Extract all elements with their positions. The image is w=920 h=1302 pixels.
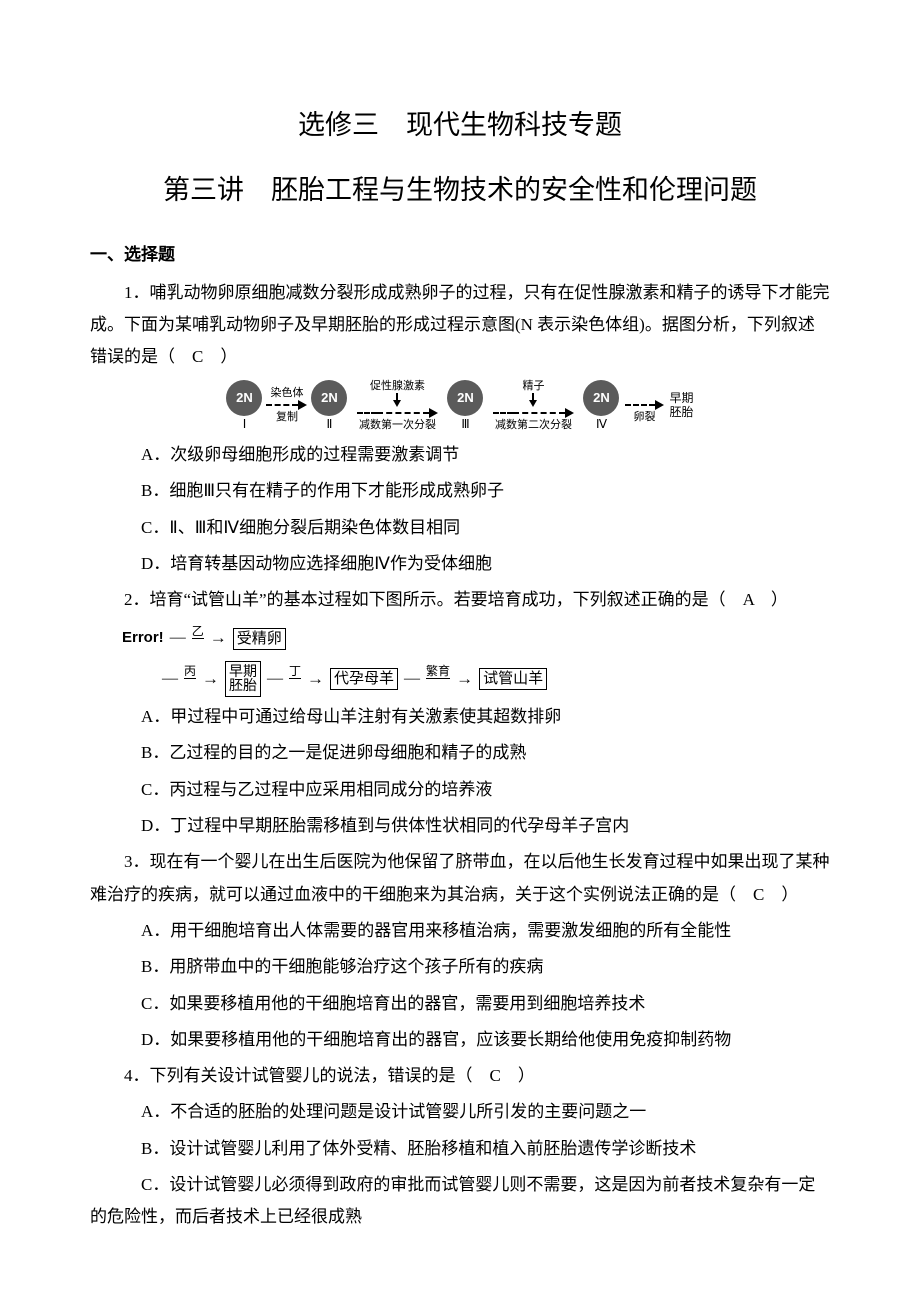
q2-opt-d: D．丁过程中早期胚胎需移植到与供体性状相同的代孕母羊子宫内 (90, 810, 830, 842)
page-root: 选修三 现代生物科技专题 第三讲 胚胎工程与生物技术的安全性和伦理问题 一、选择… (0, 0, 920, 1298)
arrow1-bot: 复制 (276, 411, 298, 423)
arrow-icon (298, 400, 307, 410)
arrow-icon (655, 400, 664, 410)
arrow-text: → (456, 663, 473, 695)
title-main: 选修三 现代生物科技专题 (90, 100, 830, 151)
arrow2-bot: 减数第一次分裂 (359, 419, 436, 431)
dash-sep: — (170, 623, 186, 653)
title-sub: 第三讲 胚胎工程与生物技术的安全性和伦理问题 (90, 165, 830, 216)
q1-stem: 1．哺乳动物卵原细胞减数分裂形成成熟卵子的过程，只有在促性腺激素和精子的诱导下才… (90, 277, 830, 374)
cell-icon: 2N (226, 380, 262, 416)
q1-opt-d: D．培育转基因动物应选择细胞Ⅳ作为受体细胞 (90, 548, 830, 580)
q3-stem: 3．现在有一个婴儿在出生后医院为他保留了脐带血，在以后他生长发育过程中如果出现了… (90, 846, 830, 911)
dash-sep: — (162, 664, 178, 694)
roman-2: Ⅱ (327, 418, 333, 431)
q2-opt-c: C．丙过程与乙过程中应采用相同成分的培养液 (90, 774, 830, 806)
right-top: 早期 (669, 391, 693, 405)
q4-opt-b: B．设计试管婴儿利用了体外受精、胚胎移植和植入前胚胎遗传学诊断技术 (90, 1133, 830, 1165)
q2-stem: 2．培育“试管山羊”的基本过程如下图所示。若要培育成功，下列叙述正确的是（ A … (90, 584, 830, 616)
q2-opt-a: A．甲过程中可通过给母山羊注射有关激素使其超数排卵 (90, 701, 830, 733)
q4-opt-a: A．不合适的胚胎的处理问题是设计试管婴儿所引发的主要问题之一 (90, 1096, 830, 1128)
q4-opt-c: C．设计试管婴儿必须得到政府的审批而试管婴儿则不需要，这是因为前者技术复杂有一定… (90, 1169, 830, 1234)
down-arrow-icon (529, 400, 537, 407)
arrow2-inject-label: 促性腺激素 (370, 380, 425, 392)
arrow-icon (565, 408, 574, 418)
roman-1: Ⅰ (243, 418, 247, 431)
q1-diagram: 2N Ⅰ 染色体 复制 2N Ⅱ 促性腺激素 (90, 380, 830, 431)
roman-4: Ⅳ (596, 418, 607, 431)
box-surrogate: 代孕母羊 (330, 668, 398, 690)
q2-flow-row1: Error! — 乙 → 受精卵 (122, 622, 830, 654)
down-arrow-icon (393, 400, 401, 407)
dash-sep: — (267, 664, 283, 694)
cell-icon: 2N (583, 380, 619, 416)
q3-opt-c: C．如果要移植用他的干细胞培育出的器官，需要用到细胞培养技术 (90, 988, 830, 1020)
step-d-frac: 丁 (289, 665, 301, 692)
q3-opt-d: D．如果要移植用他的干细胞培育出的器官，应该要长期给他使用免疫抑制药物 (90, 1024, 830, 1056)
arrow1-top: 染色体 (270, 387, 303, 399)
box-early-embryo: 早期 胚胎 (225, 661, 261, 697)
q2-flow-row2: — 丙 → 早期 胚胎 — 丁 → 代孕母羊 — 繁育 → 试管山羊 (162, 661, 830, 697)
q1-opt-a: A．次级卵母细胞形成的过程需要激素调节 (90, 439, 830, 471)
q3-opt-a: A．用干细胞培育出人体需要的器官用来移植治病，需要激发细胞的所有全能性 (90, 915, 830, 947)
roman-3: Ⅲ (461, 418, 469, 431)
cell-icon: 2N (447, 380, 483, 416)
arrow-text: → (210, 622, 227, 654)
section-heading: 一、选择题 (90, 239, 830, 271)
final-bot: 卵裂 (633, 411, 655, 423)
q3-opt-b: B．用脐带血中的干细胞能够治疗这个孩子所有的疾病 (90, 951, 830, 983)
arrow-icon (429, 408, 438, 418)
q2-opt-b: B．乙过程的目的之一是促进卵母细胞和精子的成熟 (90, 737, 830, 769)
q4-stem: 4．下列有关设计试管婴儿的说法，错误的是（ C ） (90, 1060, 830, 1092)
q1-opt-b: B．细胞Ⅲ只有在精子的作用下才能形成成熟卵子 (90, 475, 830, 507)
arrow-text: → (202, 663, 219, 695)
box-fert-egg: 受精卵 (233, 628, 286, 650)
arrow-text: → (307, 663, 324, 695)
step-b-frac: 乙 (192, 625, 204, 652)
q1-opt-c: C．Ⅱ、Ⅲ和Ⅳ细胞分裂后期染色体数目相同 (90, 512, 830, 544)
right-bot: 胚胎 (669, 405, 693, 419)
cell-icon: 2N (311, 380, 347, 416)
step-e-frac: 繁育 (426, 665, 450, 692)
box-testtube-goat: 试管山羊 (479, 668, 547, 690)
arrow3-bot: 减数第二次分裂 (495, 419, 572, 431)
error-text: Error! (122, 624, 164, 653)
step-c-frac: 丙 (184, 665, 196, 692)
dash-sep: — (404, 664, 420, 694)
arrow3-inject-label: 精子 (522, 380, 544, 392)
